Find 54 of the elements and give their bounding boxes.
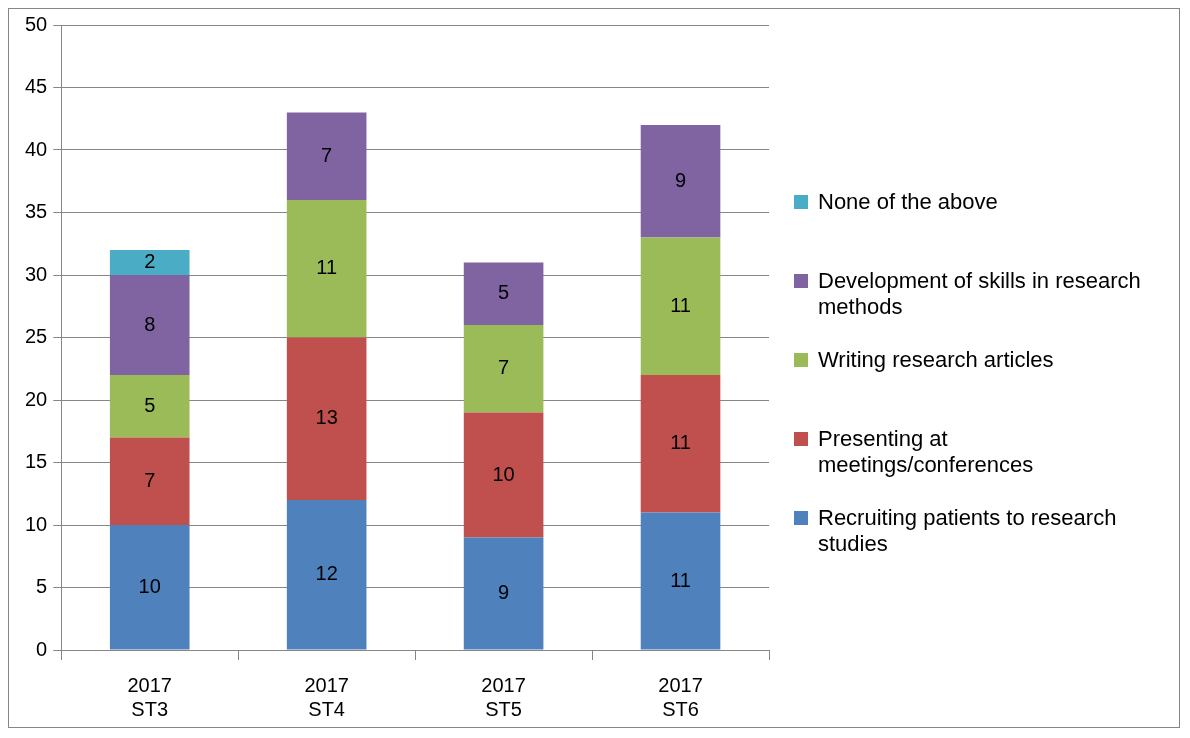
bar <box>109 250 190 275</box>
bar <box>109 437 190 525</box>
data-label: 7 <box>321 143 333 166</box>
bar <box>463 325 544 413</box>
data-label: 7 <box>144 468 156 491</box>
x-tick-label: 2017 ST4 <box>304 673 349 720</box>
data-label: 5 <box>498 281 510 304</box>
bar <box>640 375 721 513</box>
y-tick-label: 50 <box>25 12 48 35</box>
y-tick-label: 25 <box>25 325 48 348</box>
data-label: 11 <box>670 431 691 454</box>
data-label: 7 <box>498 356 510 379</box>
y-tick-label: 45 <box>25 75 48 98</box>
bar <box>286 112 367 200</box>
data-label: 10 <box>138 574 161 597</box>
y-tick-label: 20 <box>25 387 48 410</box>
y-tick-label: 5 <box>36 575 48 598</box>
data-label: 9 <box>498 581 510 604</box>
y-tick-label: 30 <box>25 262 48 285</box>
y-tick-label: 40 <box>25 137 48 160</box>
y-tick-label: 0 <box>36 637 48 660</box>
data-label: 10 <box>492 462 515 485</box>
bar <box>109 275 190 375</box>
bar <box>463 537 544 650</box>
y-tick-label: 10 <box>25 512 48 535</box>
y-tick-label: 35 <box>25 200 48 223</box>
bar <box>109 375 190 438</box>
data-label: 8 <box>144 312 156 335</box>
data-label: 11 <box>670 568 691 591</box>
legend-label: None of the above <box>818 189 998 215</box>
bar <box>109 525 190 650</box>
bar <box>640 125 721 238</box>
data-label: 11 <box>316 256 338 279</box>
bar <box>640 237 721 375</box>
bar <box>286 337 367 500</box>
data-label: 9 <box>674 168 687 191</box>
data-label: 2 <box>144 250 156 273</box>
data-label: 13 <box>315 406 338 429</box>
x-tick-label: 2017 ST3 <box>127 673 172 720</box>
bar <box>463 262 544 325</box>
data-label: 5 <box>144 393 156 416</box>
x-tick-label: 2017 ST6 <box>658 673 703 720</box>
legend-label: Writing research articles <box>818 347 1054 373</box>
legend-label: Presenting at meetings/conferences <box>818 426 1035 478</box>
legend-label: Development of skills in research methods <box>818 268 1142 320</box>
y-tick-label: 15 <box>25 450 48 473</box>
bar <box>463 412 544 538</box>
bar <box>286 500 367 650</box>
bar <box>640 512 721 650</box>
bar <box>286 200 367 338</box>
legend-label: Recruiting patients to research studies <box>818 505 1118 557</box>
x-tick-label: 2017 ST5 <box>481 673 526 720</box>
data-label: 12 <box>315 562 338 585</box>
data-label: 11 <box>670 293 691 316</box>
